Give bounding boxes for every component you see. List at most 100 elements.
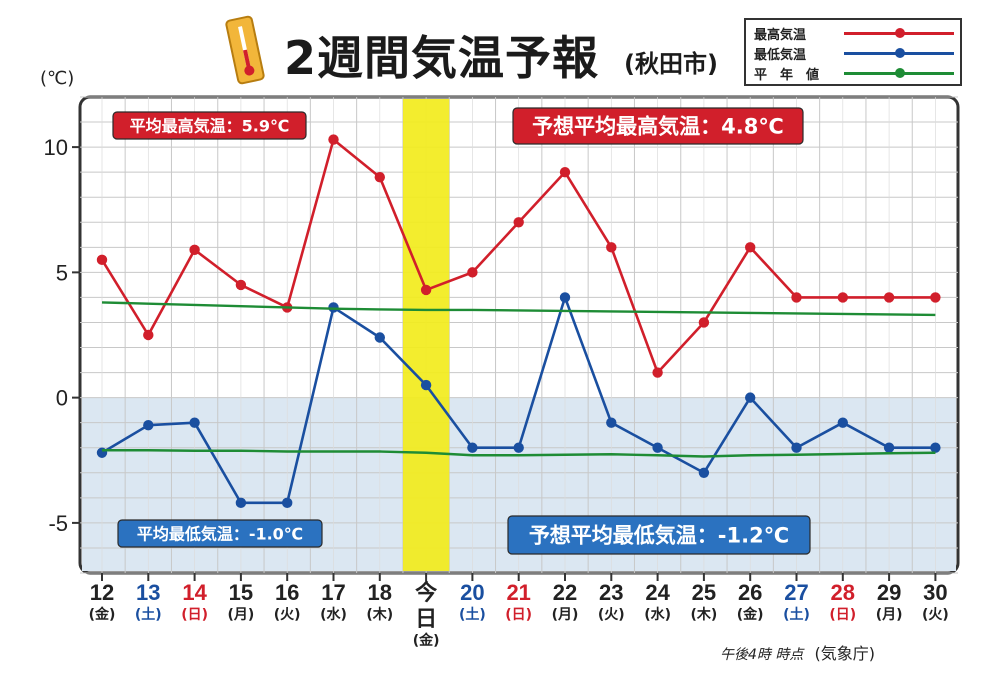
normal-min-line <box>102 449 936 458</box>
x-label: 13 (土) <box>128 580 168 624</box>
max-temp-point <box>698 317 710 328</box>
min-temp-point <box>235 497 247 509</box>
legend-item-normal: 平 年 値 <box>754 63 954 83</box>
legend-label-min: 最低気温 <box>754 48 807 63</box>
x-label-date: 25 <box>691 580 717 605</box>
x-label: 30 (火) <box>915 580 955 624</box>
x-label-weekday: (金) <box>736 607 764 623</box>
x-label-date: 30 <box>923 580 948 605</box>
max-temp-point <box>837 292 848 303</box>
max-temp-point <box>328 134 339 145</box>
x-label-weekday: (土) <box>783 607 810 623</box>
x-label: 12 (金) <box>82 580 122 624</box>
x-label: 16 (火) <box>267 580 307 624</box>
chart-header: 2週間気温予報 (秋田市) <box>222 14 732 86</box>
normal-max-line <box>101 301 936 317</box>
x-label-date: 14 <box>182 580 207 605</box>
avg-min-label-box <box>117 519 323 548</box>
min-temp-point <box>559 292 571 303</box>
x-label-weekday: (金) <box>412 633 440 649</box>
min-temp-point <box>606 417 617 428</box>
min-temp-point <box>745 392 756 403</box>
max-temp-point <box>420 284 432 296</box>
legend-item-min: 最低気温 <box>754 43 954 63</box>
min-temp-point <box>189 417 200 428</box>
max-temp-point <box>143 329 154 341</box>
x-label-weekday: (月) <box>551 607 579 623</box>
data-source: (気象庁) <box>814 644 875 663</box>
x-label-date: 16 <box>274 580 300 605</box>
today-highlight <box>402 99 450 571</box>
x-label-weekday: (火) <box>273 607 301 623</box>
x-label-weekday: (月) <box>227 607 255 623</box>
y-tick-label: -5 <box>48 511 68 536</box>
x-label-date: 15 <box>228 580 254 605</box>
min-temp-point <box>698 467 710 478</box>
min-temp-point <box>328 302 339 313</box>
x-label-date: 12 <box>89 580 115 605</box>
forecast-avg-min-label: 予想平均最低気温：-1.2℃ <box>529 524 789 548</box>
x-label-date: 29 <box>876 580 902 605</box>
min-temp-point <box>791 442 802 453</box>
x-label: 25 (木) <box>684 580 724 624</box>
x-label-weekday: (金) <box>88 607 116 623</box>
avg-max-label-box <box>112 111 307 140</box>
x-label-weekday: (火) <box>921 607 949 623</box>
min-temp-point <box>282 497 293 509</box>
max-temp-point <box>513 217 524 228</box>
x-label: 14 (日) <box>175 580 215 624</box>
x-label: 22 (月) <box>545 580 585 624</box>
x-label-date: 23 <box>599 580 624 605</box>
x-label: 23 (火) <box>591 580 631 624</box>
x-label-weekday: (火) <box>597 607 625 623</box>
x-label-date: 18 <box>367 580 393 605</box>
max-temp-point <box>791 292 802 303</box>
x-label-date: 21 <box>506 580 531 605</box>
forecast-avg-max-label-box <box>512 107 804 145</box>
x-label: 15 (月) <box>221 580 261 624</box>
x-label-date: 今日 <box>415 580 438 631</box>
legend-item-max: 最高気温 <box>754 23 954 43</box>
x-label-date: 13 <box>136 580 161 605</box>
x-label: 24 (水) <box>638 580 678 624</box>
x-label-weekday: (木) <box>366 607 394 623</box>
x-label: 18 (木) <box>360 580 400 624</box>
max-temp-point <box>883 292 895 303</box>
x-label: 21 (日) <box>499 580 539 624</box>
x-label: 今日 (金) <box>406 580 446 650</box>
x-label: 28 (日) <box>823 580 863 624</box>
avg-min-label: 平均最低気温：-1.0℃ <box>137 524 303 543</box>
credit-line: 午後4時 時点 (気象庁) <box>720 640 875 664</box>
max-temp-point <box>189 244 200 256</box>
min-temp-point <box>467 442 478 453</box>
x-label-weekday: (月) <box>875 607 903 623</box>
issue-time: 午後4時 時点 <box>720 647 804 663</box>
min-temp-point <box>883 442 895 453</box>
max-temp-point <box>745 242 756 253</box>
max-temp-point <box>930 292 941 303</box>
x-label-weekday: (土) <box>134 607 162 623</box>
y-tick-label: 5 <box>56 260 68 285</box>
max-temp-point <box>467 267 478 278</box>
x-label-weekday: (日) <box>505 607 533 623</box>
max-temp-point <box>96 254 108 266</box>
x-label: 29 (月) <box>869 580 909 624</box>
y-tick-label: 10 <box>44 135 68 160</box>
max-temp-point <box>559 166 571 178</box>
x-label-weekday: (日) <box>829 607 857 623</box>
x-label-date: 28 <box>830 580 856 605</box>
min-temp-point <box>374 332 385 343</box>
legend-dot-normal <box>895 68 905 78</box>
min-temp-point <box>143 419 154 431</box>
x-label: 20 (土) <box>452 580 492 624</box>
x-label-date: 22 <box>552 580 578 605</box>
x-label-weekday: (水) <box>644 607 671 623</box>
legend: 最高気温 最低気温 平 年 値 <box>744 18 962 86</box>
avg-max-label: 平均最高気温：5.9℃ <box>130 116 290 135</box>
max-temp-point <box>374 171 385 183</box>
min-temp-point <box>930 442 941 453</box>
x-label-date: 24 <box>645 580 670 605</box>
x-label: 27 (土) <box>777 580 817 624</box>
forecast-avg-max-label: 予想平均最高気温：4.8℃ <box>532 115 784 139</box>
x-label-weekday: (木) <box>690 607 718 623</box>
